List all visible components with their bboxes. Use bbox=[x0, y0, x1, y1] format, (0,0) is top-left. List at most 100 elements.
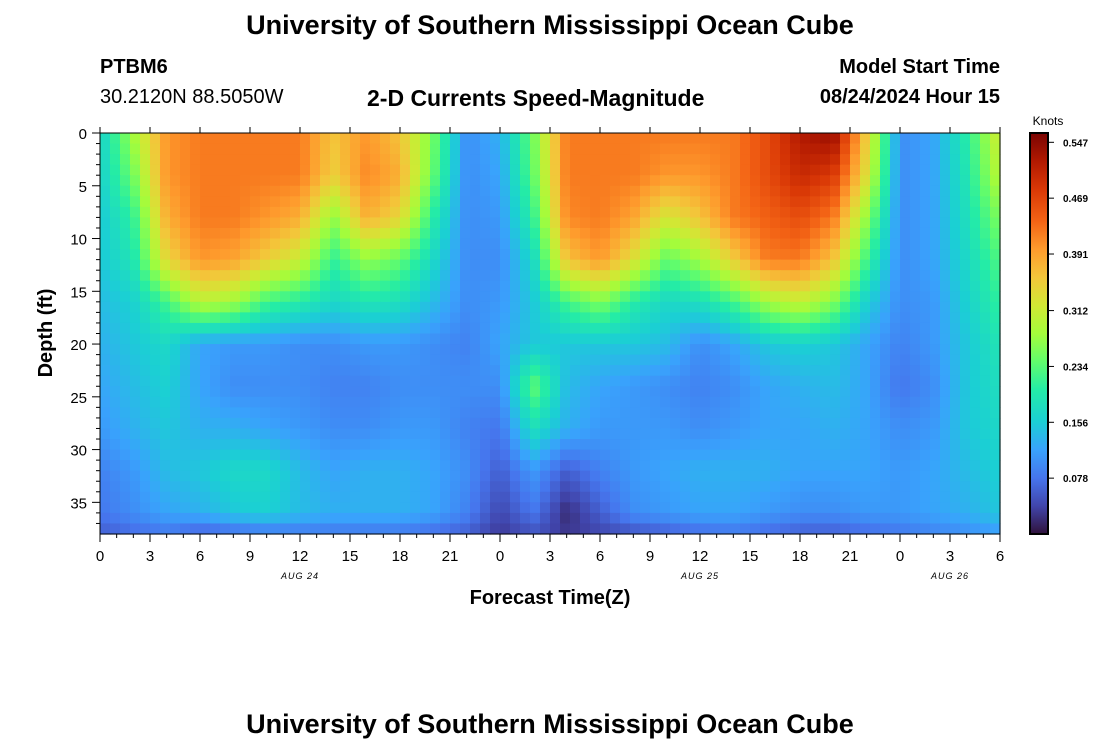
heatmap-cell bbox=[320, 206, 331, 219]
heatmap-cell bbox=[840, 375, 851, 387]
heatmap-cell bbox=[360, 280, 371, 292]
heatmap-cell bbox=[140, 365, 151, 377]
heatmap-cell bbox=[220, 386, 231, 398]
heatmap-cell bbox=[630, 460, 641, 472]
heatmap-cell bbox=[170, 185, 181, 197]
heatmap-cell bbox=[370, 365, 381, 377]
heatmap-cell bbox=[340, 196, 351, 208]
heatmap-cell bbox=[690, 428, 701, 440]
heatmap-cell bbox=[950, 344, 961, 356]
heatmap-cell bbox=[280, 227, 291, 240]
heatmap-cell bbox=[290, 143, 301, 155]
heatmap-cell bbox=[330, 164, 341, 176]
heatmap-cell bbox=[680, 196, 691, 208]
heatmap-cell bbox=[170, 502, 181, 514]
heatmap-cell bbox=[500, 417, 511, 430]
heatmap-cell bbox=[430, 143, 441, 155]
heatmap-cell bbox=[890, 322, 901, 335]
heatmap-cell bbox=[840, 133, 851, 145]
heatmap-cell bbox=[260, 417, 271, 430]
heatmap-cell bbox=[570, 280, 581, 292]
heatmap-cell bbox=[790, 206, 801, 219]
heatmap-cell bbox=[900, 154, 911, 166]
heatmap-cell bbox=[310, 249, 321, 261]
heatmap-cell bbox=[510, 375, 521, 387]
heatmap-cell bbox=[860, 143, 871, 155]
heatmap-cell bbox=[350, 301, 361, 313]
heatmap-cell bbox=[560, 333, 571, 345]
heatmap-cell bbox=[140, 523, 151, 535]
heatmap-cell bbox=[940, 344, 951, 356]
heatmap-cell bbox=[100, 375, 111, 387]
heatmap-cell bbox=[550, 206, 561, 219]
heatmap-cell bbox=[640, 344, 651, 356]
heatmap-cell bbox=[990, 280, 1001, 292]
heatmap-cell bbox=[610, 196, 621, 208]
heatmap-cell bbox=[730, 523, 741, 535]
heatmap-cell bbox=[720, 512, 731, 525]
heatmap-cell bbox=[910, 164, 921, 176]
heatmap-cell bbox=[380, 375, 391, 387]
heatmap-cell bbox=[980, 154, 991, 166]
heatmap-cell bbox=[390, 512, 401, 525]
heatmap-cell bbox=[650, 417, 661, 430]
heatmap-cell bbox=[520, 238, 531, 250]
heatmap-cell bbox=[880, 417, 891, 430]
heatmap-cell bbox=[110, 523, 121, 535]
heatmap-cell bbox=[660, 312, 671, 324]
heatmap-cell bbox=[660, 407, 671, 419]
heatmap-cell bbox=[870, 312, 881, 324]
model-start-value: 08/24/2024 Hour 15 bbox=[819, 86, 1000, 108]
heatmap-cell bbox=[450, 164, 461, 176]
heatmap-cell bbox=[190, 185, 201, 197]
heatmap-cell bbox=[730, 502, 741, 514]
heatmap-cell bbox=[390, 154, 401, 166]
heatmap-cell bbox=[790, 259, 801, 271]
heatmap-cell bbox=[170, 301, 181, 313]
heatmap-cell bbox=[440, 481, 451, 493]
heatmap-cell bbox=[480, 491, 491, 503]
heatmap-cell bbox=[560, 301, 571, 313]
heatmap-cell bbox=[740, 238, 751, 250]
heatmap-cell bbox=[790, 133, 801, 145]
heatmap-cell bbox=[780, 133, 791, 145]
heatmap-cell bbox=[310, 301, 321, 313]
heatmap-cell bbox=[150, 206, 161, 219]
heatmap-cell bbox=[450, 217, 461, 229]
heatmap-cell bbox=[350, 354, 361, 366]
heatmap-cell bbox=[230, 512, 241, 525]
heatmap-cell bbox=[480, 259, 491, 271]
heatmap-cell bbox=[850, 301, 861, 313]
heatmap-cell bbox=[400, 365, 411, 377]
heatmap-cell bbox=[650, 143, 661, 155]
heatmap-cell bbox=[380, 312, 391, 324]
heatmap-cell bbox=[460, 491, 471, 503]
heatmap-cell bbox=[580, 354, 591, 366]
heatmap-cell bbox=[480, 217, 491, 229]
heatmap-cell bbox=[460, 238, 471, 250]
heatmap-cell bbox=[620, 196, 631, 208]
heatmap-cell bbox=[570, 196, 581, 208]
heatmap-cell bbox=[630, 354, 641, 366]
heatmap-cell bbox=[660, 291, 671, 303]
heatmap-cell bbox=[440, 386, 451, 398]
heatmap-cell bbox=[540, 164, 551, 176]
heatmap-cell bbox=[430, 280, 441, 292]
heatmap-cell bbox=[330, 270, 341, 282]
heatmap-cell bbox=[710, 164, 721, 176]
heatmap-cell bbox=[960, 502, 971, 514]
heatmap-cell bbox=[620, 491, 631, 503]
heatmap-cell bbox=[980, 502, 991, 514]
x-tick-label: 15 bbox=[742, 548, 759, 565]
heatmap-cell bbox=[580, 502, 591, 514]
heatmap-cell bbox=[200, 154, 211, 166]
heatmap-cell bbox=[670, 460, 681, 472]
heatmap-cell bbox=[810, 143, 821, 155]
heatmap-cell bbox=[230, 301, 241, 313]
heatmap-cell bbox=[640, 217, 651, 229]
heatmap-cell bbox=[350, 491, 361, 503]
heatmap-cell bbox=[580, 344, 591, 356]
heatmap-cell bbox=[520, 280, 531, 292]
heatmap-cell bbox=[170, 354, 181, 366]
heatmap-cell bbox=[960, 164, 971, 176]
